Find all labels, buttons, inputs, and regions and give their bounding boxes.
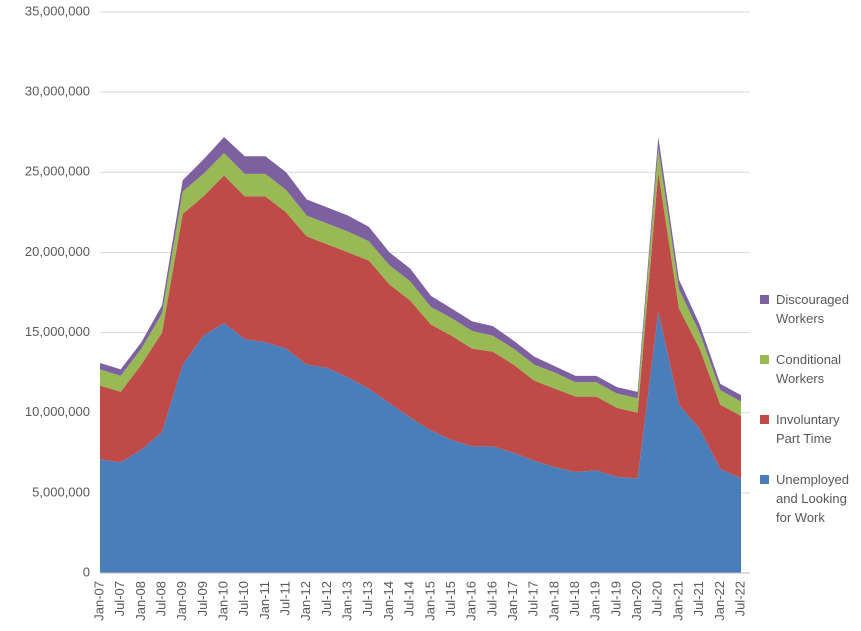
legend-item: Unemployed and Looking for Work (760, 470, 860, 527)
x-tick-label: Jan-13 (340, 581, 355, 621)
legend: Discouraged Workers Conditional Workers In… (760, 290, 860, 549)
x-tick-label: Jul-20 (650, 581, 665, 616)
x-tick-label: Jan-19 (588, 581, 603, 621)
legend-item: Involuntary Part Time (760, 410, 860, 448)
x-tick-label: Jan-07 (91, 581, 106, 621)
y-tick-label: 25,000,000 (25, 164, 90, 179)
x-tick-label: Jul-15 (443, 581, 458, 616)
legend-label: Unemployed and Looking for Work (776, 472, 849, 525)
x-tick-label: Jan-21 (670, 581, 685, 621)
x-tick-label: Jul-07 (112, 581, 127, 616)
y-tick-label: 20,000,000 (25, 244, 90, 259)
x-tick-label: Jan-08 (133, 581, 148, 621)
legend-item: Conditional Workers (760, 350, 860, 388)
y-tick-label: 5,000,000 (32, 484, 90, 499)
legend-swatch (760, 295, 769, 304)
x-tick-label: Jul-14 (402, 581, 417, 616)
area (100, 311, 741, 573)
x-tick-label: Jul-19 (608, 581, 623, 616)
x-tick-label: Jul-16 (484, 581, 499, 616)
x-tick-label: Jul-08 (153, 581, 168, 616)
x-tick-label: Jul-10 (236, 581, 251, 616)
x-tick-label: Jul-13 (360, 581, 375, 616)
x-tick-label: Jul-09 (195, 581, 210, 616)
x-tick-label: Jan-17 (505, 581, 520, 621)
x-tick-label: Jan-20 (629, 581, 644, 621)
legend-label: Involuntary Part Time (776, 412, 840, 446)
area (100, 172, 741, 479)
legend-label: Discouraged Workers (776, 292, 849, 326)
x-tick-label: Jan-15 (422, 581, 437, 621)
x-tick-label: Jan-10 (216, 581, 231, 621)
x-tick-label: Jul-18 (567, 581, 582, 616)
y-tick-label: 0 (83, 564, 90, 579)
y-tick-label: 30,000,000 (25, 84, 90, 99)
x-tick-label: Jan-12 (298, 581, 313, 621)
x-tick-label: Jan-18 (546, 581, 561, 621)
y-tick-label: 35,000,000 (25, 3, 90, 18)
legend-swatch (760, 475, 769, 484)
y-tick-label: 15,000,000 (25, 324, 90, 339)
x-tick-label: Jan-09 (174, 581, 189, 621)
y-tick-label: 10,000,000 (25, 404, 90, 419)
x-tick-label: Jul-21 (691, 581, 706, 616)
x-tick-label: Jan-14 (381, 581, 396, 621)
x-tick-label: Jan-16 (464, 581, 479, 621)
x-tick-label: Jul-22 (732, 581, 747, 616)
legend-label: Conditional Workers (776, 352, 842, 386)
x-tick-label: Jul-12 (319, 581, 334, 616)
x-tick-label: Jul-11 (278, 581, 293, 615)
x-tick-label: Jan-22 (712, 581, 727, 621)
legend-item: Discouraged Workers (760, 290, 860, 328)
legend-swatch (760, 355, 769, 364)
x-tick-label: Jan-11 (257, 581, 272, 620)
legend-swatch (760, 415, 769, 424)
x-tick-label: Jul-17 (526, 581, 541, 616)
